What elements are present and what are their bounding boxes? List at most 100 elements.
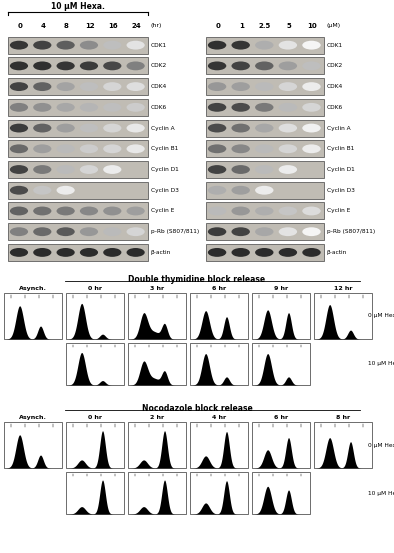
Ellipse shape xyxy=(103,61,121,70)
Text: 0: 0 xyxy=(17,23,22,29)
Ellipse shape xyxy=(279,41,297,50)
Ellipse shape xyxy=(255,227,273,236)
Ellipse shape xyxy=(10,103,28,112)
Ellipse shape xyxy=(279,61,297,70)
Bar xyxy=(190,422,248,468)
Ellipse shape xyxy=(255,41,273,50)
Bar xyxy=(128,472,186,514)
Ellipse shape xyxy=(302,41,321,50)
Ellipse shape xyxy=(10,144,28,153)
Bar xyxy=(206,161,324,178)
Ellipse shape xyxy=(232,103,250,112)
Ellipse shape xyxy=(33,144,51,153)
Bar xyxy=(206,119,324,137)
Text: Nocodazole block release: Nocodazole block release xyxy=(141,404,253,413)
Ellipse shape xyxy=(126,41,145,50)
Ellipse shape xyxy=(56,248,75,257)
Ellipse shape xyxy=(103,144,121,153)
Ellipse shape xyxy=(80,41,98,50)
Ellipse shape xyxy=(80,82,98,91)
Text: 10 μM Hexa.: 10 μM Hexa. xyxy=(51,2,105,11)
Ellipse shape xyxy=(103,124,121,133)
Ellipse shape xyxy=(10,82,28,91)
Ellipse shape xyxy=(33,186,51,195)
Ellipse shape xyxy=(126,207,145,216)
Ellipse shape xyxy=(126,248,145,257)
Bar xyxy=(206,140,324,157)
Ellipse shape xyxy=(302,124,321,133)
Text: 0 hr: 0 hr xyxy=(88,415,102,420)
Ellipse shape xyxy=(279,144,297,153)
Text: 2 hr: 2 hr xyxy=(150,415,164,420)
Ellipse shape xyxy=(33,165,51,174)
Bar xyxy=(252,343,310,385)
Ellipse shape xyxy=(56,207,75,216)
Bar xyxy=(8,36,148,54)
Ellipse shape xyxy=(126,103,145,112)
Text: CDK2: CDK2 xyxy=(327,64,343,69)
Ellipse shape xyxy=(126,227,145,236)
Ellipse shape xyxy=(103,207,121,216)
Ellipse shape xyxy=(126,61,145,70)
Text: 10: 10 xyxy=(307,23,317,29)
Bar xyxy=(128,293,186,339)
Bar xyxy=(8,78,148,95)
Text: Cyclin A: Cyclin A xyxy=(327,126,351,131)
Text: Cyclin E: Cyclin E xyxy=(151,208,175,213)
Ellipse shape xyxy=(80,144,98,153)
Ellipse shape xyxy=(279,227,297,236)
Text: p-Rb (S807/811): p-Rb (S807/811) xyxy=(327,229,375,234)
Text: 12: 12 xyxy=(85,23,95,29)
Ellipse shape xyxy=(33,41,51,50)
Bar xyxy=(66,472,124,514)
Ellipse shape xyxy=(10,165,28,174)
Ellipse shape xyxy=(232,61,250,70)
Ellipse shape xyxy=(10,186,28,195)
Ellipse shape xyxy=(208,124,226,133)
Ellipse shape xyxy=(56,124,75,133)
Ellipse shape xyxy=(56,103,75,112)
Bar xyxy=(4,293,62,339)
Bar xyxy=(8,119,148,137)
Text: (μM): (μM) xyxy=(327,23,341,29)
Ellipse shape xyxy=(232,227,250,236)
Bar xyxy=(252,293,310,339)
Bar xyxy=(206,78,324,95)
Text: 10 μM Hexa.: 10 μM Hexa. xyxy=(368,362,394,367)
Ellipse shape xyxy=(103,248,121,257)
Ellipse shape xyxy=(80,227,98,236)
Text: (hr): (hr) xyxy=(151,23,162,29)
Bar xyxy=(8,140,148,157)
Text: 8: 8 xyxy=(64,23,69,29)
Bar xyxy=(206,36,324,54)
Ellipse shape xyxy=(279,165,297,174)
Ellipse shape xyxy=(56,82,75,91)
Ellipse shape xyxy=(103,103,121,112)
Bar xyxy=(8,223,148,240)
Ellipse shape xyxy=(80,248,98,257)
Text: CDK4: CDK4 xyxy=(327,84,343,89)
Text: 5: 5 xyxy=(286,23,291,29)
Ellipse shape xyxy=(279,124,297,133)
Bar xyxy=(8,161,148,178)
Text: 0: 0 xyxy=(216,23,220,29)
Ellipse shape xyxy=(208,82,226,91)
Ellipse shape xyxy=(279,103,297,112)
Bar xyxy=(206,244,324,261)
Ellipse shape xyxy=(56,227,75,236)
Ellipse shape xyxy=(208,144,226,153)
Bar xyxy=(314,293,372,339)
Ellipse shape xyxy=(103,165,121,174)
Ellipse shape xyxy=(56,165,75,174)
Ellipse shape xyxy=(255,165,273,174)
Bar xyxy=(66,293,124,339)
Ellipse shape xyxy=(10,207,28,216)
Text: Double thymidine block release: Double thymidine block release xyxy=(128,275,266,284)
Ellipse shape xyxy=(126,144,145,153)
Ellipse shape xyxy=(208,41,226,50)
Text: Cyclin D3: Cyclin D3 xyxy=(327,188,355,193)
Text: CDK1: CDK1 xyxy=(327,43,343,48)
Ellipse shape xyxy=(10,227,28,236)
Ellipse shape xyxy=(33,103,51,112)
Ellipse shape xyxy=(232,82,250,91)
